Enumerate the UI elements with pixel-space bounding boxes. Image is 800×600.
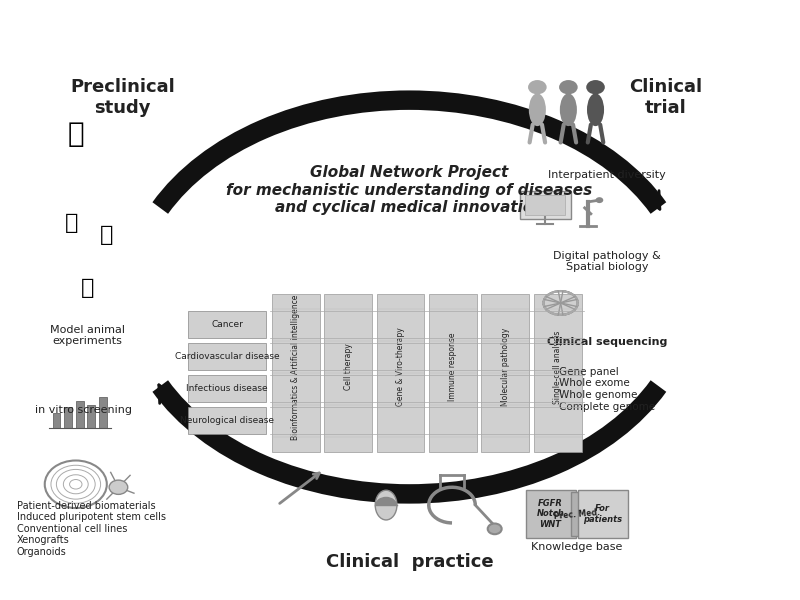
Text: Single-cell analysis: Single-cell analysis <box>554 330 562 404</box>
Text: 🐟: 🐟 <box>81 278 94 298</box>
Ellipse shape <box>560 94 577 126</box>
Text: Global Network Project
for mechanistic understanding of diseases
and cyclical me: Global Network Project for mechanistic u… <box>226 165 593 215</box>
Text: Cell therapy: Cell therapy <box>344 343 353 390</box>
Text: Cancer: Cancer <box>211 320 243 329</box>
Text: Prec. Med.: Prec. Med. <box>554 508 600 520</box>
Text: Model animal
experiments: Model animal experiments <box>50 325 125 346</box>
Text: Bioinformatics & Artificial intelligence: Bioinformatics & Artificial intelligence <box>291 294 300 440</box>
Circle shape <box>109 480 128 494</box>
FancyBboxPatch shape <box>325 294 372 452</box>
Text: Gene & Viro-therapy: Gene & Viro-therapy <box>396 328 405 406</box>
Circle shape <box>488 524 502 534</box>
FancyBboxPatch shape <box>519 191 570 218</box>
Circle shape <box>595 197 603 203</box>
FancyBboxPatch shape <box>377 294 425 452</box>
FancyBboxPatch shape <box>525 195 566 215</box>
FancyBboxPatch shape <box>526 490 576 538</box>
FancyBboxPatch shape <box>534 294 582 452</box>
Text: Infectious disease: Infectious disease <box>186 384 268 393</box>
FancyBboxPatch shape <box>188 375 266 403</box>
Circle shape <box>559 80 578 94</box>
Text: 🐀: 🐀 <box>100 224 114 245</box>
Text: 🐸: 🐸 <box>66 213 78 233</box>
Text: Knowledge base: Knowledge base <box>531 542 622 551</box>
FancyBboxPatch shape <box>188 311 266 338</box>
Text: Interpatient diversity: Interpatient diversity <box>548 170 666 180</box>
Circle shape <box>528 80 546 94</box>
Bar <box>53 413 60 428</box>
Text: FGFR
Notch
WNT: FGFR Notch WNT <box>537 499 565 529</box>
Ellipse shape <box>529 94 546 126</box>
FancyBboxPatch shape <box>272 294 320 452</box>
Bar <box>64 407 72 428</box>
Text: Neurological disease: Neurological disease <box>180 416 274 425</box>
Ellipse shape <box>587 94 604 126</box>
Wedge shape <box>375 497 397 505</box>
Text: Clinical  practice: Clinical practice <box>326 553 493 571</box>
Text: Preclinical
study: Preclinical study <box>70 79 174 117</box>
Ellipse shape <box>375 490 397 520</box>
Text: For
patients: For patients <box>583 504 622 524</box>
Text: Molecular pathology: Molecular pathology <box>501 328 510 406</box>
Bar <box>76 401 83 428</box>
FancyBboxPatch shape <box>578 490 628 538</box>
Text: Patient-derived biomaterials
Induced pluripotent stem cells
Conventional cell li: Patient-derived biomaterials Induced plu… <box>17 500 166 557</box>
FancyBboxPatch shape <box>429 294 477 452</box>
Text: Gene panel
Whole exome
Whole genome
Complete genome: Gene panel Whole exome Whole genome Comp… <box>559 367 655 412</box>
Circle shape <box>586 80 605 94</box>
Text: 🐒: 🐒 <box>67 119 84 148</box>
Text: Clinical
trial: Clinical trial <box>629 79 702 117</box>
Text: Digital pathology &
Spatial biology: Digital pathology & Spatial biology <box>554 251 661 272</box>
Bar <box>87 405 95 428</box>
Bar <box>99 397 107 428</box>
Text: Cardiovascular disease: Cardiovascular disease <box>174 352 279 361</box>
FancyBboxPatch shape <box>188 407 266 434</box>
FancyBboxPatch shape <box>570 492 583 536</box>
Text: Clinical sequencing: Clinical sequencing <box>547 337 667 347</box>
Text: Immune response: Immune response <box>449 332 458 401</box>
Text: in vitro screening: in vitro screening <box>35 405 132 415</box>
FancyBboxPatch shape <box>188 343 266 370</box>
FancyBboxPatch shape <box>482 294 530 452</box>
